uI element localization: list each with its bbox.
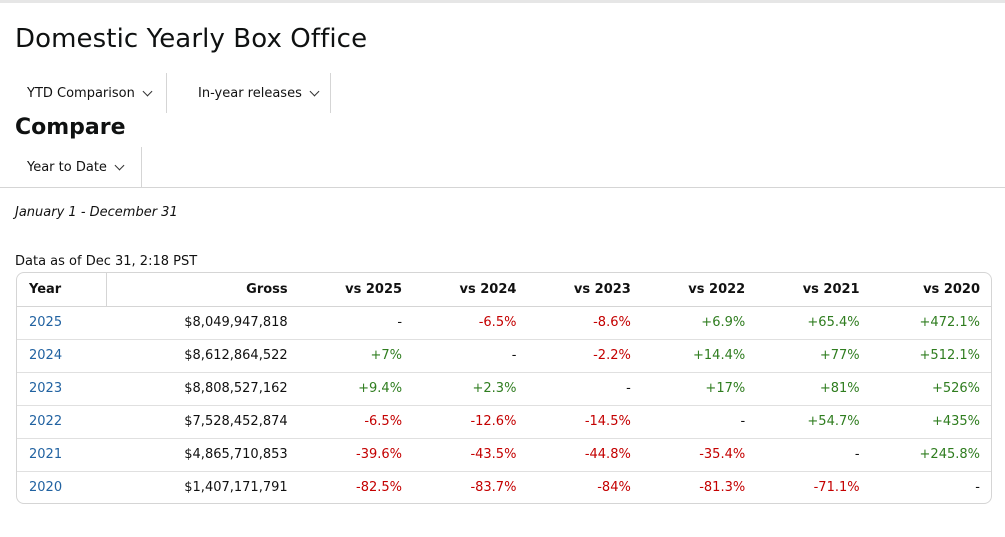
- change-cell: -84%: [597, 480, 631, 496]
- change-cell: +2.3%: [472, 381, 517, 396]
- gross-cell: $7,528,452,874: [184, 414, 288, 429]
- table-row: 2022 $7,528,452,874 -6.5% -12.6% -14.5% - +54.…: [17, 405, 991, 438]
- change-cell: -2.2%: [593, 348, 631, 363]
- column-header[interactable]: vs 2024: [413, 273, 528, 307]
- date-range: January 1 - December 31: [15, 205, 178, 220]
- change-cell: -14.5%: [584, 414, 631, 429]
- change-cell: -: [397, 315, 403, 330]
- change-cell: +6.9%: [701, 315, 746, 330]
- table-row: 2023 $8,808,527,162 +9.4% +2.3% - +17% +81% +52…: [17, 372, 991, 405]
- column-header[interactable]: vs 2022: [641, 273, 757, 307]
- section-divider: [0, 187, 1005, 188]
- change-cell: -71.1%: [813, 480, 860, 496]
- change-cell: +77%: [819, 348, 860, 363]
- data-as-of: Data as of Dec 31, 2:18 PST: [15, 254, 198, 269]
- gross-cell: $8,808,527,162: [184, 381, 288, 396]
- change-cell: -83.7%: [470, 480, 517, 496]
- year-link[interactable]: 2021: [29, 447, 63, 462]
- change-cell: -12.6%: [470, 414, 517, 429]
- in-year-releases-label: In-year releases: [198, 85, 302, 101]
- year-link[interactable]: 2022: [29, 414, 63, 429]
- gross-cell: $8,049,947,818: [184, 315, 288, 330]
- ytd-comparison-dropdown[interactable]: YTD Comparison: [0, 73, 167, 113]
- change-cell: -81.3%: [699, 480, 746, 496]
- year-to-date-label: Year to Date: [27, 159, 107, 175]
- column-header[interactable]: vs 2021: [756, 273, 871, 307]
- change-cell: -35.4%: [699, 447, 746, 462]
- year-to-date-dropdown[interactable]: Year to Date: [0, 147, 142, 187]
- change-cell: -8.6%: [593, 315, 631, 330]
- change-cell: -6.5%: [364, 414, 403, 429]
- column-header[interactable]: Gross: [106, 273, 299, 307]
- change-cell: +526%: [931, 381, 980, 396]
- change-cell: +65.4%: [807, 315, 860, 330]
- change-cell: -6.5%: [478, 315, 517, 330]
- year-link[interactable]: 2024: [29, 348, 63, 363]
- table-header-row: Year Gross vs 2025 vs 2024 vs 2023 vs 2022 vs …: [17, 273, 991, 307]
- table-row: 2025 $8,049,947,818 - -6.5% -8.6% +6.9% +65.4%…: [17, 306, 991, 339]
- filter-bar: YTD Comparison In-year releases: [0, 73, 331, 113]
- chevron-down-icon: [309, 86, 320, 96]
- year-link[interactable]: 2020: [29, 480, 63, 496]
- page-title: Domestic Yearly Box Office: [15, 24, 368, 54]
- change-cell: +7%: [370, 348, 403, 363]
- top-divider: [0, 0, 1005, 3]
- chevron-down-icon: [114, 160, 125, 170]
- change-cell: +472.1%: [919, 315, 980, 330]
- gross-cell: $4,865,710,853: [184, 447, 288, 462]
- change-cell: -: [975, 480, 980, 496]
- compare-bar: Year to Date: [0, 147, 142, 187]
- change-cell: -: [626, 381, 631, 396]
- compare-heading: Compare: [15, 115, 126, 140]
- change-cell: -: [740, 414, 746, 429]
- change-cell: +435%: [931, 414, 980, 429]
- table-row: 2021 $4,865,710,853 -39.6% -43.5% -44.8% -35.…: [17, 438, 991, 471]
- table-body: 2025 $8,049,947,818 - -6.5% -8.6% +6.9% +65.4%…: [17, 306, 991, 503]
- change-cell: +14.4%: [693, 348, 746, 363]
- year-link[interactable]: 2025: [29, 315, 63, 330]
- in-year-releases-dropdown[interactable]: In-year releases: [167, 73, 331, 113]
- table-row: 2020 $1,407,171,791 -82.5% -83.7% -84% -81.3%…: [17, 471, 991, 503]
- change-cell: -: [854, 447, 860, 462]
- change-cell: -43.5%: [470, 447, 517, 462]
- change-cell: +81%: [819, 381, 860, 396]
- change-cell: +54.7%: [807, 414, 860, 429]
- ytd-comparison-label: YTD Comparison: [27, 85, 135, 101]
- change-cell: +245.8%: [919, 447, 980, 462]
- column-header[interactable]: vs 2020: [870, 273, 991, 307]
- year-link[interactable]: 2023: [29, 381, 63, 396]
- table-row: 2024 $8,612,864,522 +7% - -2.2% +14.4% +77% +51…: [17, 339, 991, 372]
- chevron-down-icon: [142, 86, 153, 96]
- gross-cell: $1,407,171,791: [184, 480, 288, 496]
- box-office-table: Year Gross vs 2025 vs 2024 vs 2023 vs 2022 vs …: [16, 272, 992, 504]
- column-header[interactable]: Year: [17, 273, 107, 307]
- change-cell: +512.1%: [919, 348, 980, 363]
- change-cell: +9.4%: [358, 381, 403, 396]
- change-cell: -44.8%: [584, 447, 631, 462]
- column-header[interactable]: vs 2023: [527, 273, 642, 307]
- change-cell: +17%: [705, 381, 746, 396]
- change-cell: -: [511, 348, 517, 363]
- column-header[interactable]: vs 2025: [298, 273, 414, 307]
- gross-cell: $8,612,864,522: [184, 348, 288, 363]
- change-cell: -82.5%: [356, 480, 403, 496]
- change-cell: -39.6%: [356, 447, 403, 462]
